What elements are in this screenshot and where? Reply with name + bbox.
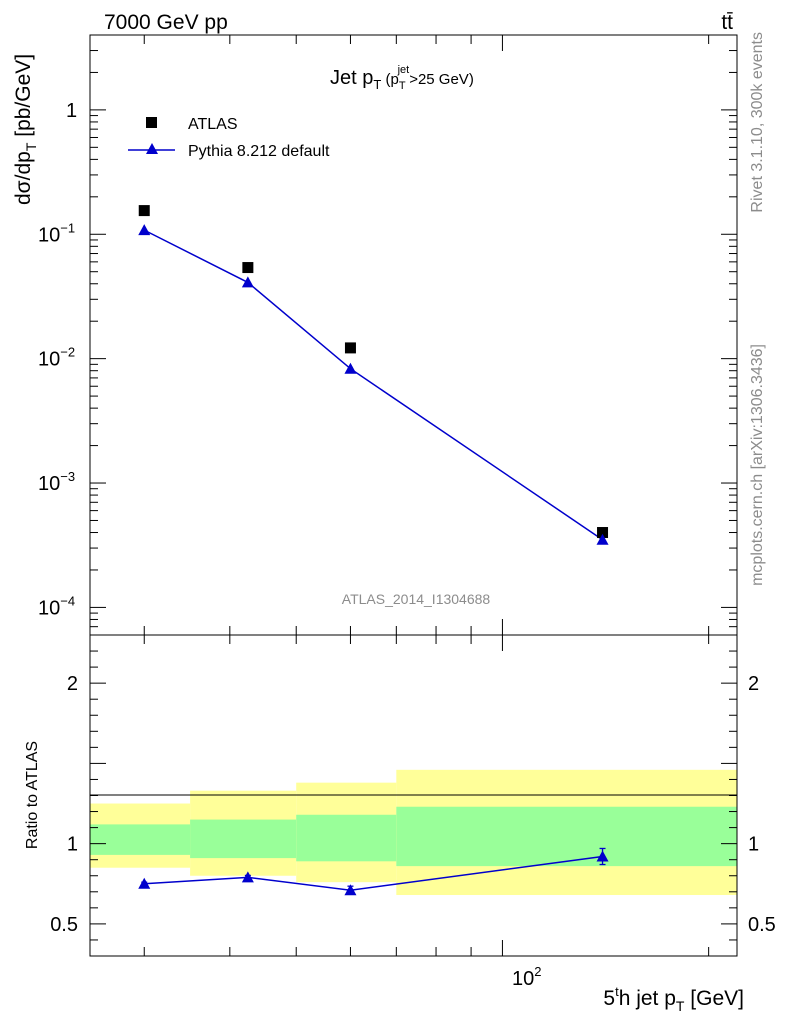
ratio-frame <box>89 634 738 957</box>
ratio-point <box>138 877 151 889</box>
stat-uncertainty-band <box>190 819 297 859</box>
ratio-y-tick-label-right: 2 <box>748 673 759 695</box>
main-y-tick-labels: 10−4 10−3 10−2 10−1 1 <box>38 100 77 620</box>
y-tick-label: 10−2 <box>38 345 75 371</box>
stat-uncertainty-band <box>296 814 397 862</box>
ratio-point <box>241 871 254 883</box>
main-title: Jet pT (pTjet>25 GeV) <box>330 64 474 92</box>
y-tick-label: 1 <box>66 100 77 122</box>
pythia-line <box>143 229 603 541</box>
ratio-y-tick-label: 2 <box>67 673 78 695</box>
legend: ATLAS Pythia 8.212 default <box>128 116 330 160</box>
atlas-point <box>242 262 254 274</box>
ratio-y-axis-label: Ratio to ATLAS <box>24 741 41 849</box>
atlas-point <box>138 205 150 217</box>
x-tick-label-100: 102 <box>512 964 541 990</box>
main-y-axis-label: dσ/dpT [pb/GeV] <box>12 54 39 205</box>
legend-atlas-label: ATLAS <box>188 116 238 133</box>
stat-uncertainty-band <box>90 824 191 855</box>
y-tick-label: 10−3 <box>38 469 75 495</box>
mcplots-label: mcplots.cern.ch [arXiv:1306.3436] <box>749 344 766 586</box>
legend-pythia-label: Pythia 8.212 default <box>188 143 330 160</box>
analysis-watermark: ATLAS_2014_I1304688 <box>342 591 491 607</box>
ratio-uncertainty-bands <box>90 769 737 896</box>
ratio-y-tick-label: 1 <box>67 834 78 856</box>
stat-uncertainty-band <box>396 806 737 867</box>
ratio-y-tick-labels: 0.5 0.5 1 1 2 2 <box>50 673 776 936</box>
atlas-point <box>597 527 609 539</box>
main-axis-ticks <box>90 34 737 636</box>
ratio-point <box>596 850 609 862</box>
main-panel: 10−410−310−210−11 Jet pT (pTjet>25 GeV) … <box>12 34 738 636</box>
ratio-data-layer <box>138 847 609 896</box>
legend-pythia-marker <box>146 143 158 154</box>
ratio-y-tick-label-right: 1 <box>748 834 759 856</box>
pythia-point <box>138 224 151 236</box>
x-axis-label: 5th jet pT [GeV] <box>603 984 744 1014</box>
ratio-line <box>144 855 603 891</box>
ratio-y-tick-label-right: 0.5 <box>748 914 776 936</box>
ratio-point <box>344 884 357 896</box>
pythia-point <box>241 276 254 288</box>
atlas-point <box>344 342 356 354</box>
process-label: tt̄ <box>721 11 733 34</box>
y-tick-label: 10−4 <box>38 593 75 619</box>
main-data-layer <box>138 205 609 545</box>
energy-label: 7000 GeV pp <box>104 11 228 34</box>
ratio-axis-ticks <box>90 634 737 956</box>
pythia-point <box>596 533 609 545</box>
ratio-y-tick-label: 0.5 <box>50 914 78 936</box>
legend-atlas-marker <box>146 117 157 128</box>
pythia-point <box>344 362 357 374</box>
rivet-version-label: Rivet 3.1.10, 300k events <box>749 32 766 213</box>
y-tick-label: 10−1 <box>38 220 75 246</box>
ratio-panel: 0.5 0.5 1 1 2 2 Ratio to ATLAS 102 5th jet pT… <box>24 634 776 1014</box>
